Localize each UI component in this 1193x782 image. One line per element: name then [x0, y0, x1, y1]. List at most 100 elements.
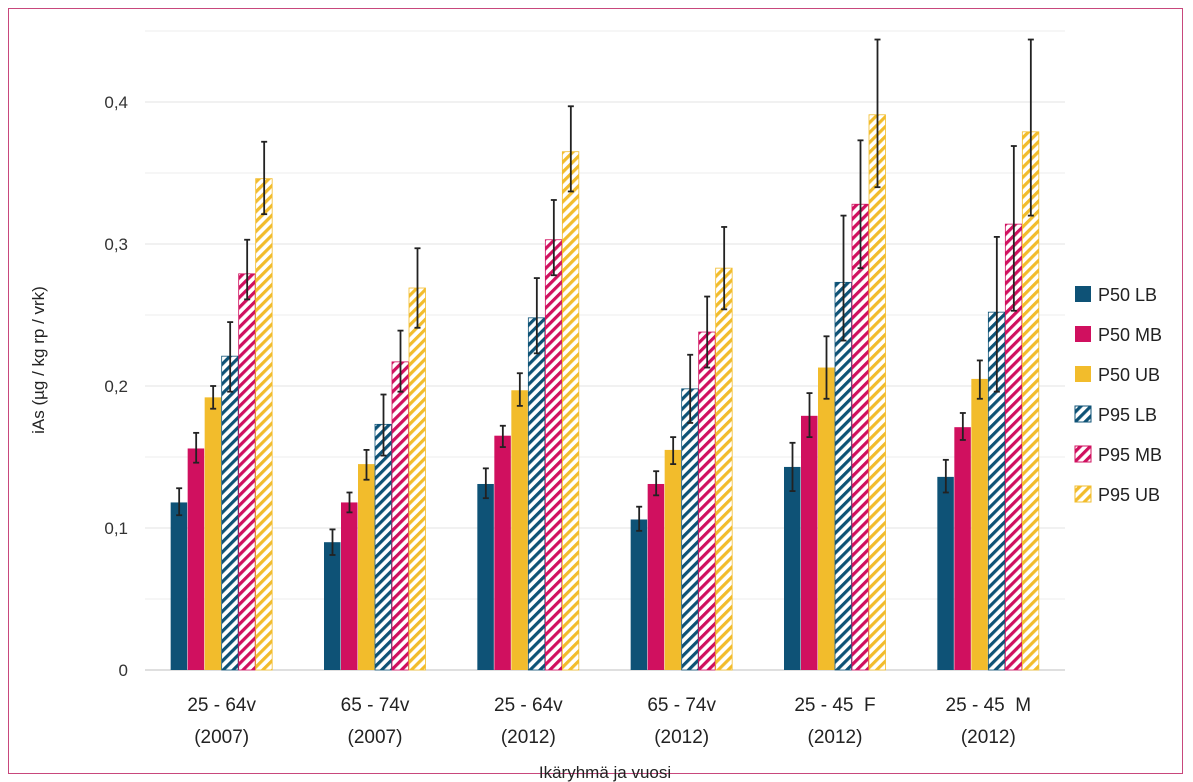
bar-p95-ub — [715, 267, 733, 671]
bar-p50-mb — [801, 415, 818, 670]
error-bar — [976, 359, 983, 400]
x-category-label: (2012) — [501, 727, 556, 748]
x-category-label: 25 - 64v — [187, 695, 256, 716]
legend-label: P95 LB — [1098, 405, 1157, 425]
legend-label: P95 MB — [1098, 445, 1162, 465]
legend-item: P95 MB — [1074, 445, 1162, 465]
bar-p95-lb — [374, 423, 392, 671]
error-bar — [959, 412, 966, 441]
y-tick-label: 0,4 — [104, 93, 128, 112]
error-bar — [533, 277, 540, 355]
bar-p50-lb — [477, 483, 494, 670]
legend-swatch — [1074, 445, 1092, 463]
x-category-labels: 25 - 64v (2007) 65 - 74v (2007) 25 - 64v (201… — [187, 695, 1031, 748]
bar-p95-ub — [408, 287, 426, 671]
error-bar — [550, 199, 557, 277]
bar-p50-ub — [971, 378, 988, 670]
error-bars — [176, 38, 1034, 556]
bar-p50-mb — [954, 427, 971, 670]
error-bar — [567, 105, 574, 193]
x-category-label: 25 - 45 F — [794, 695, 875, 716]
bar-p95-ub — [868, 114, 886, 671]
legend-label: P50 UB — [1098, 365, 1160, 385]
error-bar — [721, 226, 728, 311]
error-bar — [363, 448, 370, 481]
legend: P50 LB P50 MB P50 UB P95 LB P95 MB P95 UB — [1074, 285, 1162, 505]
error-bar — [840, 214, 847, 342]
bar-p50-mb — [187, 448, 205, 670]
legend-label: P50 MB — [1098, 325, 1162, 345]
legend-item: P50 LB — [1075, 285, 1157, 305]
bar-p50-lb — [630, 519, 648, 670]
x-axis-title: Ikäryhmä ja vuosi — [539, 763, 671, 782]
bar-p50-mb — [647, 483, 665, 670]
error-bar — [687, 353, 694, 424]
x-category-label: (2007) — [194, 727, 249, 748]
legend-swatch — [1075, 326, 1091, 342]
error-bar — [823, 335, 830, 400]
legend-label: P50 LB — [1098, 285, 1157, 305]
bar-p50-ub — [204, 397, 222, 670]
x-category-label: 65 - 74v — [647, 695, 716, 716]
x-category-label: 65 - 74v — [341, 695, 410, 716]
error-bar — [380, 393, 387, 457]
bars — [170, 114, 1040, 671]
error-bar — [482, 467, 489, 500]
bar-p95-ub — [561, 151, 580, 671]
error-bar — [414, 247, 421, 329]
error-bar — [993, 235, 1000, 393]
error-bar — [210, 385, 217, 410]
bar-p50-ub — [511, 390, 528, 670]
x-category-label: (2012) — [654, 727, 709, 748]
x-category-label: 25 - 45 M — [946, 695, 1032, 716]
bar-p95-lb — [527, 317, 546, 671]
gridlines — [145, 30, 1065, 671]
y-tick-label: 0,2 — [104, 377, 128, 396]
error-bar — [193, 431, 200, 464]
error-bar — [397, 329, 404, 393]
bar-p50-mb — [494, 435, 511, 670]
bar-p95-lb — [681, 388, 699, 671]
y-tick-label: 0 — [119, 661, 128, 680]
bar-p50-ub — [358, 464, 375, 670]
error-bar — [346, 491, 353, 514]
error-bar — [329, 528, 336, 556]
y-tick-label: 0,1 — [104, 519, 128, 538]
error-bar — [244, 238, 251, 301]
bar-p95-mb — [544, 239, 563, 671]
error-bar — [704, 295, 711, 369]
legend-swatch — [1075, 366, 1091, 382]
error-bar — [227, 321, 234, 393]
bar-p50-lb — [937, 476, 954, 670]
legend-swatch — [1074, 485, 1092, 503]
y-tick-label: 0,3 — [104, 235, 128, 254]
bar-p95-ub — [255, 178, 273, 671]
bar-p95-mb — [238, 273, 256, 671]
error-bar — [789, 441, 796, 492]
bar-p50-ub — [664, 449, 682, 670]
x-category-label: 25 - 64v — [494, 695, 563, 716]
bar-p95-lb — [221, 355, 239, 671]
bar-p95-mb — [851, 203, 869, 671]
legend-swatch — [1074, 405, 1092, 423]
error-bar — [857, 139, 864, 270]
bar-p95-mb — [698, 331, 716, 671]
bar-p50-lb — [324, 542, 341, 670]
legend-item: P50 MB — [1075, 325, 1162, 345]
error-bar — [942, 458, 949, 494]
error-bar — [516, 372, 523, 407]
error-bar — [1027, 38, 1034, 217]
legend-swatch — [1075, 286, 1091, 302]
error-bar — [176, 487, 183, 517]
x-category-label: (2007) — [348, 727, 403, 748]
bar-p50-mb — [341, 502, 358, 670]
legend-item: P95 UB — [1074, 485, 1160, 505]
error-bar — [636, 505, 643, 532]
x-category-label: (2012) — [961, 727, 1016, 748]
y-tick-labels: 0 0,1 0,2 0,3 0,4 — [104, 93, 128, 680]
legend-item: P50 UB — [1075, 365, 1160, 385]
error-bar — [653, 470, 660, 497]
legend-label: P95 UB — [1098, 485, 1160, 505]
x-category-label: (2012) — [808, 727, 863, 748]
